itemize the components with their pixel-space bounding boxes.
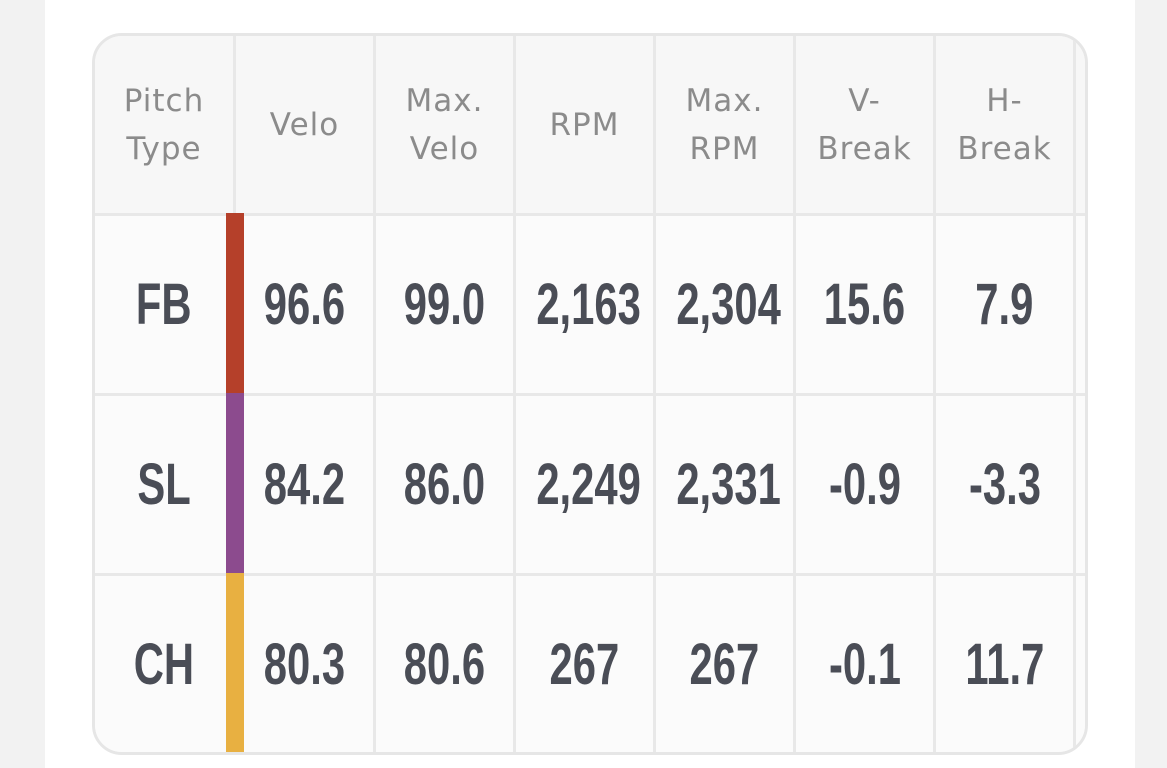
- table-container: Pitch Type Velo Max. Velo RPM Max. RPM V- Bre…: [92, 33, 1088, 755]
- value-cell: 2,249: [513, 393, 656, 576]
- value-cell: 2,163: [513, 213, 656, 396]
- value-cell: [1073, 573, 1085, 752]
- header-cell: Max. RPM: [653, 36, 796, 216]
- header-label: Velo: [269, 106, 340, 143]
- header-label: Max. Velo: [405, 82, 484, 167]
- value: -0.1: [828, 632, 901, 697]
- value: 267: [549, 632, 620, 697]
- value-cell: 267: [653, 573, 796, 752]
- value-cell: 84.2: [233, 393, 376, 576]
- value: -0.9: [828, 452, 901, 517]
- value: 80.3: [263, 632, 346, 697]
- value: -3.3: [968, 452, 1041, 517]
- value: 7.9: [975, 272, 1034, 337]
- value: 11.7: [965, 632, 1044, 697]
- value-cell: 80.3: [233, 573, 376, 752]
- value: 2,331: [676, 452, 781, 517]
- value: 2,249: [536, 452, 641, 517]
- value: 99.0: [403, 272, 486, 337]
- header-cell: [1073, 36, 1085, 216]
- value: 15.6: [823, 272, 906, 337]
- value-cell: [1073, 213, 1085, 396]
- header-cell: Pitch Type: [95, 36, 236, 216]
- value-cell: 80.6: [373, 573, 516, 752]
- value-cell: 96.6: [233, 213, 376, 396]
- pitch-label: CH: [133, 632, 195, 697]
- value-cell: 11.7: [933, 573, 1076, 752]
- value-cell: -0.9: [793, 393, 936, 576]
- header-cell: H- Break: [933, 36, 1076, 216]
- header-row: Pitch Type Velo Max. Velo RPM Max. RPM V- Bre…: [95, 36, 1085, 216]
- value-cell: 2,304: [653, 213, 796, 396]
- value-cell: 2,331: [653, 393, 796, 576]
- pitch-table: Pitch Type Velo Max. Velo RPM Max. RPM V- Bre…: [95, 36, 1085, 752]
- pitch-color-bar: [226, 213, 244, 396]
- pitch-color-bar: [226, 393, 244, 576]
- value: 84.2: [263, 452, 346, 517]
- pitch-cell: CH: [95, 573, 244, 752]
- pitch-color-bar: [226, 573, 244, 752]
- header-label: RPM: [549, 106, 620, 143]
- value-cell: 99.0: [373, 213, 516, 396]
- pitch-cell: SL: [95, 393, 244, 576]
- value: 80.6: [403, 632, 486, 697]
- value-cell: 15.6: [793, 213, 936, 396]
- value: 267: [689, 632, 760, 697]
- header-label: Max. RPM: [685, 82, 764, 167]
- pitch-label: FB: [136, 272, 192, 337]
- value: 96.6: [263, 272, 346, 337]
- header-label: Pitch Type: [123, 82, 205, 167]
- data-row: FB 96.6 99.0 2,163 2,304 15.6 7.9: [95, 213, 1085, 396]
- value-cell: [1073, 393, 1085, 576]
- header-cell: V- Break: [793, 36, 936, 216]
- header-label: V- Break: [817, 82, 912, 167]
- data-row: SL 84.2 86.0 2,249 2,331 -0.9 -3.3: [95, 393, 1085, 576]
- value-cell: 7.9: [933, 213, 1076, 396]
- data-row: CH 80.3 80.6 267 267 -0.1 11.7: [95, 573, 1085, 752]
- value: 2,163: [536, 272, 641, 337]
- header-cell: RPM: [513, 36, 656, 216]
- value-cell: -3.3: [933, 393, 1076, 576]
- header-cell: Velo: [233, 36, 376, 216]
- value-cell: -0.1: [793, 573, 936, 752]
- value: 2,304: [676, 272, 781, 337]
- value-cell: 86.0: [373, 393, 516, 576]
- value: 86.0: [403, 452, 486, 517]
- header-label: H- Break: [957, 82, 1052, 167]
- header-cell: Max. Velo: [373, 36, 516, 216]
- value-cell: 267: [513, 573, 656, 752]
- pitch-label: SL: [137, 452, 191, 517]
- pitch-cell: FB: [95, 213, 244, 396]
